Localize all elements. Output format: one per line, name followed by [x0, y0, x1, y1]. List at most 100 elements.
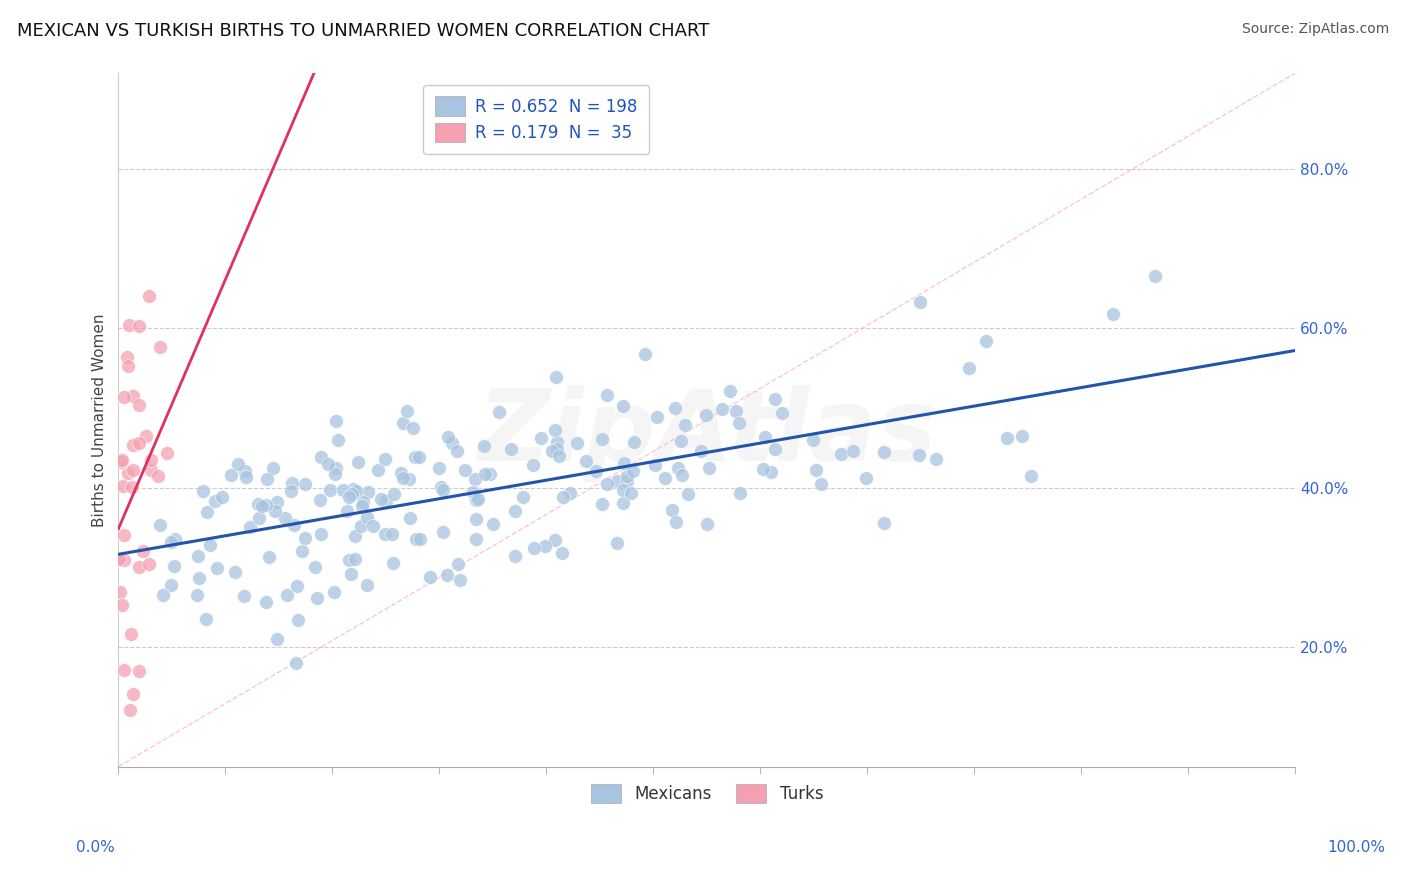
- Point: [112, 479, 135, 493]
- Point: [108, 585, 131, 599]
- Point: [446, 443, 468, 458]
- Point: [340, 566, 363, 581]
- Point: [131, 544, 153, 558]
- Point: [138, 289, 160, 303]
- Point: [405, 532, 427, 546]
- Point: [644, 458, 666, 472]
- Point: [464, 532, 486, 546]
- Point: [266, 632, 288, 646]
- Point: [806, 463, 828, 477]
- Point: [482, 516, 505, 531]
- Point: [188, 571, 211, 585]
- Point: [408, 450, 430, 465]
- Point: [108, 551, 131, 566]
- Point: [503, 504, 526, 518]
- Point: [995, 432, 1018, 446]
- Point: [149, 340, 172, 354]
- Point: [128, 319, 150, 334]
- Point: [111, 453, 134, 467]
- Point: [120, 627, 142, 641]
- Point: [488, 405, 510, 419]
- Point: [112, 552, 135, 566]
- Point: [111, 599, 134, 613]
- Point: [427, 460, 450, 475]
- Point: [540, 443, 562, 458]
- Point: [128, 398, 150, 412]
- Point: [404, 450, 426, 464]
- Point: [661, 503, 683, 517]
- Point: [283, 518, 305, 533]
- Point: [612, 483, 634, 497]
- Point: [392, 471, 415, 485]
- Point: [591, 432, 613, 446]
- Point: [191, 484, 214, 499]
- Point: [350, 499, 373, 513]
- Point: [752, 462, 775, 476]
- Point: [432, 524, 454, 539]
- Point: [530, 431, 553, 445]
- Point: [226, 457, 249, 471]
- Point: [159, 535, 181, 549]
- Point: [585, 464, 607, 478]
- Point: [763, 392, 786, 406]
- Point: [430, 480, 453, 494]
- Point: [449, 573, 471, 587]
- Point: [503, 549, 526, 564]
- Point: [336, 504, 359, 518]
- Point: [141, 463, 163, 477]
- Point: [479, 467, 502, 482]
- Point: [207, 561, 229, 575]
- Point: [432, 483, 454, 497]
- Point: [392, 416, 415, 430]
- Point: [908, 294, 931, 309]
- Point: [381, 556, 404, 570]
- Point: [273, 511, 295, 525]
- Legend: Mexicans, Turks: Mexicans, Turks: [579, 772, 835, 815]
- Point: [195, 505, 218, 519]
- Point: [204, 493, 226, 508]
- Point: [264, 503, 287, 517]
- Point: [357, 484, 380, 499]
- Point: [523, 541, 546, 556]
- Point: [436, 567, 458, 582]
- Point: [118, 318, 141, 333]
- Point: [612, 400, 634, 414]
- Point: [247, 497, 270, 511]
- Point: [110, 455, 132, 469]
- Point: [855, 471, 877, 485]
- Y-axis label: Births to Unmarried Women: Births to Unmarried Women: [93, 313, 107, 526]
- Point: [633, 347, 655, 361]
- Point: [1102, 307, 1125, 321]
- Point: [512, 490, 534, 504]
- Point: [623, 434, 645, 449]
- Point: [128, 436, 150, 450]
- Point: [344, 484, 367, 499]
- Point: [553, 490, 575, 504]
- Point: [621, 464, 644, 478]
- Point: [645, 409, 668, 424]
- Text: MEXICAN VS TURKISH BIRTHS TO UNMARRIED WOMEN CORRELATION CHART: MEXICAN VS TURKISH BIRTHS TO UNMARRIED W…: [17, 22, 709, 40]
- Point: [472, 439, 495, 453]
- Point: [122, 462, 145, 476]
- Point: [121, 480, 143, 494]
- Text: 100.0%: 100.0%: [1327, 840, 1386, 855]
- Point: [370, 492, 392, 507]
- Point: [221, 467, 243, 482]
- Point: [326, 433, 349, 447]
- Point: [186, 588, 208, 602]
- Point: [616, 474, 638, 488]
- Point: [374, 451, 396, 466]
- Point: [128, 665, 150, 679]
- Point: [697, 461, 720, 475]
- Point: [356, 509, 378, 524]
- Point: [332, 483, 354, 497]
- Point: [287, 579, 309, 593]
- Point: [287, 614, 309, 628]
- Point: [257, 550, 280, 565]
- Point: [548, 449, 571, 463]
- Point: [112, 390, 135, 404]
- Point: [544, 424, 567, 438]
- Point: [654, 471, 676, 485]
- Point: [325, 414, 347, 428]
- Point: [160, 578, 183, 592]
